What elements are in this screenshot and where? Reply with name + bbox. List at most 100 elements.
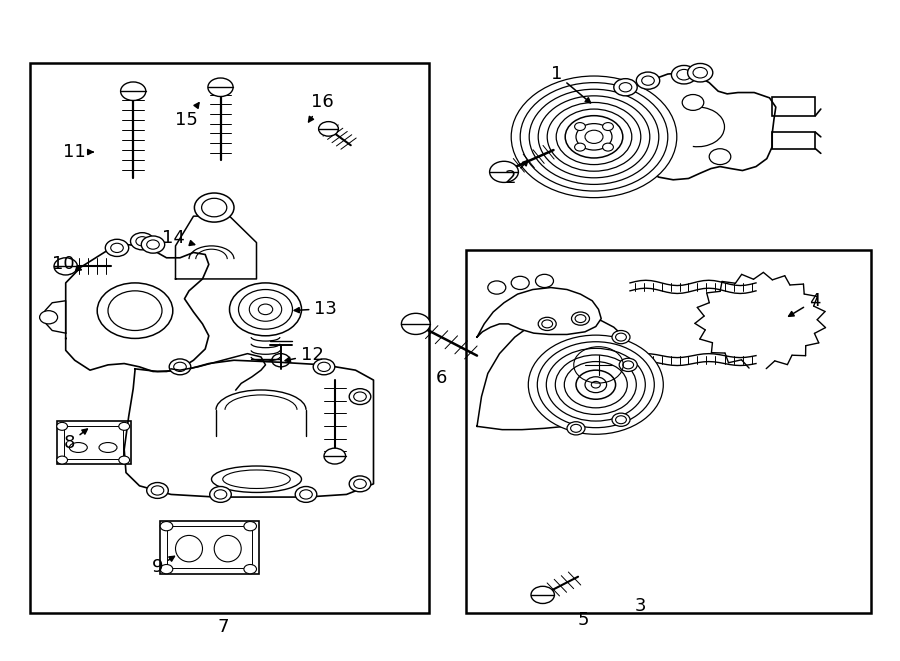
Circle shape [555,355,636,414]
Text: 10: 10 [51,255,81,274]
Text: 1: 1 [551,65,590,103]
Text: 16: 16 [309,93,334,122]
Bar [57,421,130,464]
Circle shape [121,82,146,100]
Circle shape [574,122,585,130]
Bar [167,526,252,568]
Ellipse shape [212,466,302,492]
Circle shape [537,342,654,428]
Circle shape [538,317,556,330]
Circle shape [244,522,256,531]
Circle shape [567,422,585,435]
Circle shape [105,239,129,256]
Bar [772,132,815,149]
Circle shape [258,304,273,315]
Circle shape [295,486,317,502]
Circle shape [230,283,302,336]
Circle shape [208,78,233,97]
Text: 6: 6 [436,369,446,387]
Circle shape [585,130,603,143]
Circle shape [349,389,371,405]
Circle shape [709,149,731,165]
Text: 12: 12 [285,346,324,364]
Circle shape [488,281,506,294]
Text: 9: 9 [152,557,175,576]
Circle shape [147,483,168,498]
Polygon shape [66,245,209,371]
Circle shape [574,143,585,151]
Circle shape [244,564,256,574]
Circle shape [531,586,554,603]
Bar [772,97,815,116]
Circle shape [529,89,659,184]
Bar [64,426,123,459]
Circle shape [194,193,234,222]
Text: 7: 7 [218,617,229,636]
Ellipse shape [214,535,241,562]
Ellipse shape [99,443,117,452]
Circle shape [576,124,612,150]
Bar [30,63,429,613]
Circle shape [238,290,292,329]
Circle shape [619,358,637,371]
Circle shape [511,276,529,290]
Circle shape [401,313,430,334]
Circle shape [54,258,77,275]
Circle shape [528,335,663,434]
Polygon shape [477,316,630,430]
Bar [160,521,259,574]
Circle shape [130,233,154,250]
Bar [466,250,871,613]
Polygon shape [45,301,66,333]
Text: 4: 4 [788,292,820,317]
Circle shape [603,122,614,130]
Circle shape [564,362,627,408]
Ellipse shape [223,470,290,488]
Circle shape [591,381,600,388]
Text: 13: 13 [294,299,338,318]
Circle shape [520,83,668,191]
Text: 15: 15 [175,102,199,130]
Circle shape [614,79,637,96]
Polygon shape [619,73,776,180]
Circle shape [671,65,697,84]
Circle shape [585,377,607,393]
Circle shape [249,297,282,321]
Circle shape [565,116,623,158]
Circle shape [40,311,58,324]
Circle shape [349,476,371,492]
Circle shape [160,564,173,574]
Circle shape [688,63,713,82]
Circle shape [202,198,227,217]
Circle shape [536,274,554,288]
Circle shape [57,422,68,430]
Circle shape [636,72,660,89]
Circle shape [546,348,645,421]
Circle shape [603,143,614,151]
Text: 3: 3 [635,597,646,615]
Circle shape [490,161,518,182]
Circle shape [547,102,641,171]
Circle shape [119,422,130,430]
Circle shape [169,359,191,375]
Polygon shape [477,288,601,337]
Circle shape [313,359,335,375]
Text: 2: 2 [505,161,528,188]
Text: 5: 5 [578,611,589,629]
Circle shape [572,312,590,325]
Polygon shape [124,360,374,497]
Circle shape [682,95,704,110]
Circle shape [538,96,650,178]
Ellipse shape [176,535,202,562]
Circle shape [141,236,165,253]
Circle shape [324,448,346,464]
Text: 14: 14 [162,229,194,247]
Polygon shape [176,216,256,279]
Circle shape [576,370,616,399]
Circle shape [511,76,677,198]
Text: 11: 11 [63,143,93,161]
Circle shape [319,122,338,136]
Text: 8: 8 [64,429,87,452]
Circle shape [97,283,173,338]
Circle shape [57,456,68,464]
